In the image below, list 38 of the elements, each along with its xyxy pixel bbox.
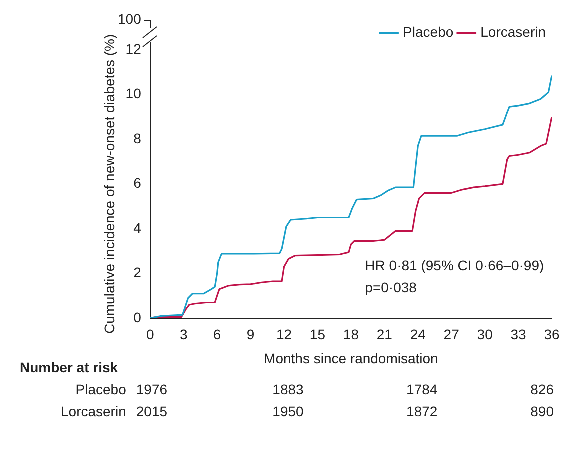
x-tick-label: 24	[410, 326, 426, 343]
text: 826	[530, 381, 554, 398]
legend-label: Lorcaserin	[480, 24, 546, 40]
x-tick-label: 33	[510, 326, 527, 343]
x-tick-label: 15	[310, 326, 326, 343]
x-tick-label: 12	[276, 326, 292, 343]
y-tick-label: 0	[134, 309, 142, 326]
text: 1950	[272, 403, 304, 420]
text: 2015	[136, 403, 168, 420]
y-tick-label: 8	[134, 130, 142, 146]
text: Lorcaserin	[60, 403, 126, 420]
y-tick-label: 10	[126, 86, 142, 102]
x-tick-label: 6	[213, 326, 222, 343]
text: 1976	[136, 381, 168, 398]
text: Number at risk	[20, 359, 118, 376]
y-tick-label: 4	[134, 220, 142, 236]
text: Placebo	[76, 381, 127, 398]
text: 890	[530, 403, 554, 420]
text: 1872	[406, 403, 438, 420]
legend-label: Placebo	[403, 24, 454, 40]
text: 1784	[406, 381, 438, 398]
x-tick-label: 9	[246, 326, 255, 343]
y-tick-label: 2	[134, 264, 142, 281]
annotation: p=0·038	[365, 279, 418, 296]
x-tick-label: 27	[444, 326, 460, 343]
x-tick-label: 0	[146, 326, 154, 343]
x-tick-label: 30	[477, 326, 494, 343]
x-axis-title: Months since randomisation	[264, 350, 438, 366]
text: 100	[118, 10, 142, 27]
text: 1883	[272, 381, 304, 398]
x-tick-label: 18	[343, 326, 360, 343]
x-tick-label: 36	[544, 326, 560, 343]
y-axis-title: Cumulative incidence of new-onset diabetes (%)	[101, 34, 118, 334]
y-tick-label: 12	[126, 40, 142, 57]
y-tick-label: 6	[134, 175, 142, 192]
annotation: HR 0·81 (95% CI 0·66–0·99)	[365, 257, 544, 274]
x-tick-label: 21	[376, 326, 393, 343]
x-tick-label: 3	[180, 326, 188, 343]
